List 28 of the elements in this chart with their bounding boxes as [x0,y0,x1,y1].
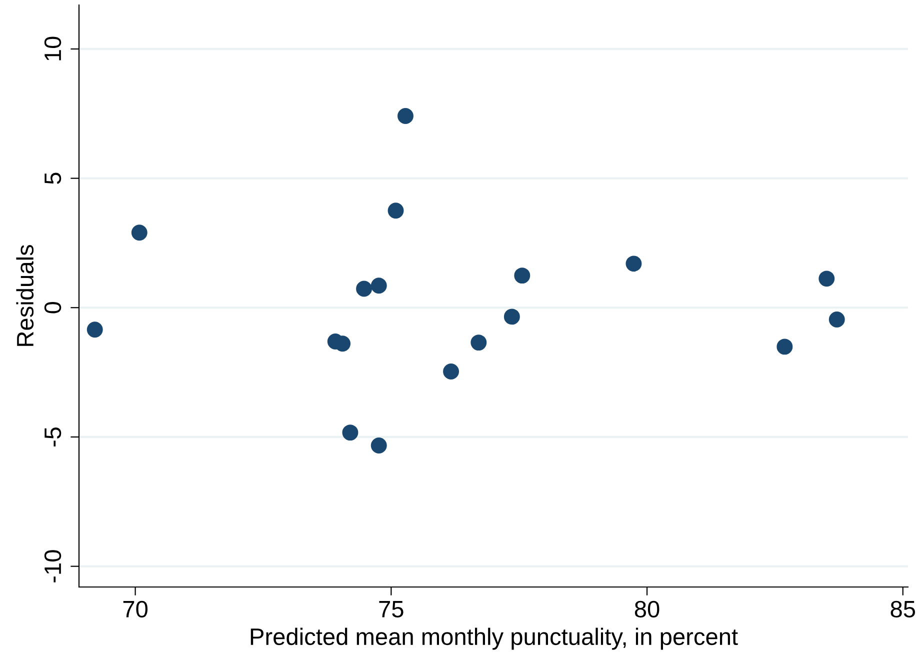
point [828,312,845,328]
point [370,278,387,294]
point [818,270,835,287]
y-tick-label: -5 [44,427,62,446]
point [334,336,351,352]
point [470,334,487,351]
point [86,322,103,338]
y-tick-label: 5 [44,172,62,184]
x-tick-label: 80 [634,600,660,618]
x-tick-label: 75 [379,601,404,618]
x-tick-label: 70 [123,600,148,618]
point [131,224,148,241]
point [398,108,414,124]
point [504,308,520,325]
y-tick-label: -10 [44,550,62,582]
point [514,268,530,284]
x-tick-label: 85 [890,600,916,618]
point [443,364,460,380]
point [370,438,387,454]
y-tick-label: 10 [44,36,62,60]
point [356,280,372,297]
point [342,424,358,441]
point [776,338,793,355]
point [388,202,404,219]
y-axis-title: Residuals [16,245,34,346]
y-tick-label: 0 [44,302,62,314]
x-axis-title: Predicted mean monthly punctuality, in percent [250,628,738,650]
point [626,256,642,272]
